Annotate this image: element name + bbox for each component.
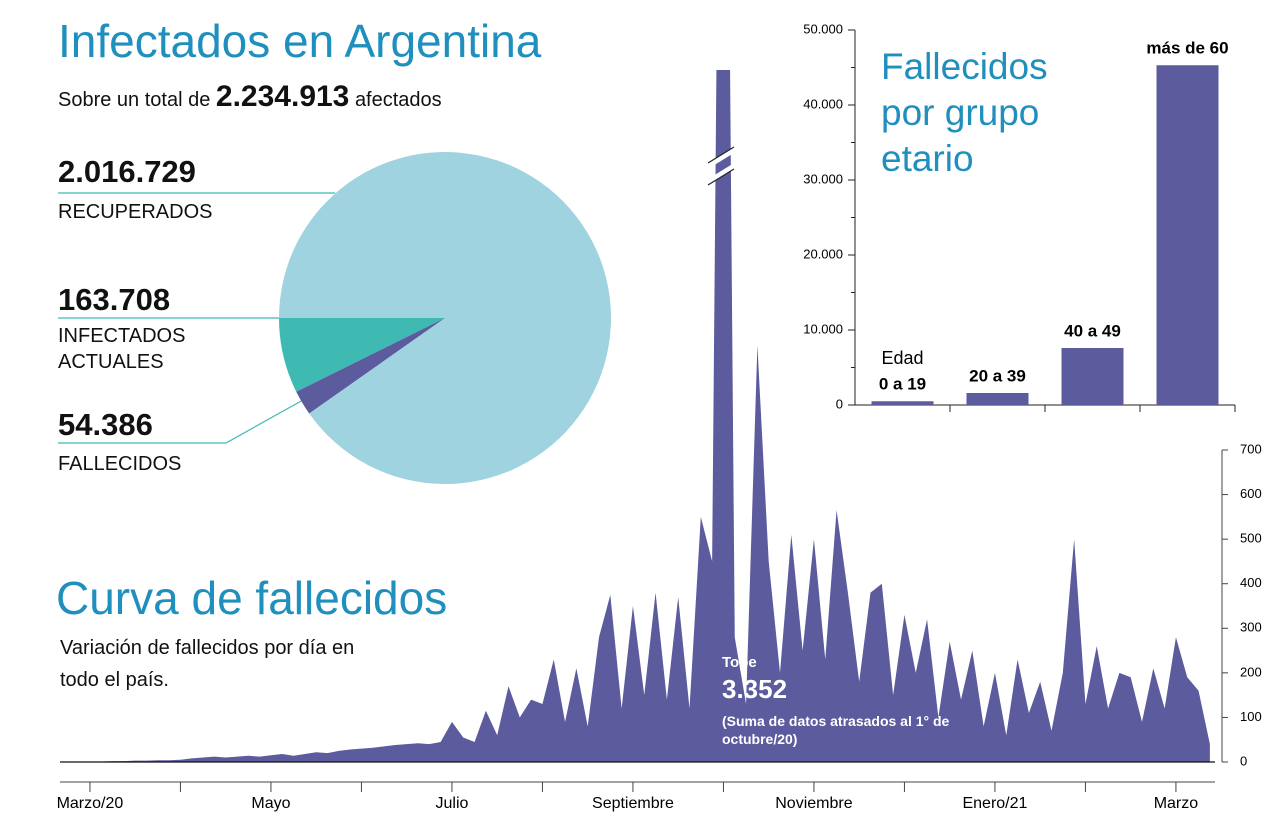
annotation-note: (Suma de datos atrasados al 1° de octubr… (722, 713, 950, 748)
y-tick-label: 10.000 (803, 321, 843, 336)
bar (966, 393, 1029, 405)
bar-category: más de 60 (1146, 39, 1228, 58)
pie-slice (279, 151, 611, 484)
annotation-title: Tope (722, 654, 757, 671)
x-tick-label: Julio (435, 795, 468, 812)
subtitle-text: afectados (354, 89, 442, 111)
y-tick-label: 40.000 (803, 96, 843, 111)
axis-break (707, 146, 735, 164)
bar-category: 0 a 19 (879, 375, 926, 394)
bar (1156, 65, 1219, 405)
bar-title: Fallecidos por grupo etario (881, 46, 1048, 179)
y-tick-label: 20.000 (803, 246, 843, 261)
area-title: Curva de fallecidos (56, 572, 448, 624)
bar-category: 20 a 39 (969, 366, 1026, 385)
pie-category: RECUPERADOS (58, 201, 213, 223)
axis-break (707, 168, 735, 186)
total-label: 2.234.913 (215, 80, 350, 113)
y-tick-label: 600 (1240, 486, 1262, 501)
x-tick-label: Septiembre (592, 795, 674, 812)
pie-value-label: 54.386 (58, 407, 153, 442)
pie-category: FALLECIDOS (58, 453, 182, 475)
pie-title: Infectados en Argentina (58, 15, 542, 67)
subtitle-text: Sobre un total de (58, 89, 211, 111)
pie-value-label: 163.708 (58, 282, 171, 317)
y-tick-label: 30.000 (803, 171, 843, 186)
pie-category: INFECTADOS ACTUALES (58, 325, 186, 373)
x-tick-label: Noviembre (775, 795, 852, 812)
y-tick-label: 400 (1240, 575, 1262, 590)
bar-annotation: Edad (881, 348, 923, 368)
bar (871, 401, 934, 405)
bar-category: 40 a 49 (1064, 321, 1121, 340)
x-tick-label: Marzo (1154, 795, 1199, 812)
pie-value-label: 2.016.729 (58, 154, 196, 189)
pie-subtitle: Sobre un total de 2.234.913 afectados (58, 80, 442, 114)
x-tick-label: Enero/21 (962, 795, 1027, 812)
y-tick-label: 50.000 (803, 21, 843, 36)
y-tick-label: 700 (1240, 441, 1262, 456)
pie-slice (296, 318, 445, 414)
area-subtitle: Variación de fallecidos por día en todo … (60, 637, 355, 691)
annotation-value: 3.352 (722, 674, 788, 704)
axis-break (706, 163, 736, 185)
x-tick-label: Mayo (251, 795, 290, 812)
area (56, 70, 1210, 762)
y-tick-label: 0 (1240, 753, 1247, 768)
y-tick-label: 0 (836, 396, 843, 411)
y-tick-label: 200 (1240, 664, 1262, 679)
y-tick-label: 500 (1240, 531, 1262, 546)
y-tick-label: 100 (1240, 709, 1262, 724)
x-tick-label: Marzo/20 (57, 795, 124, 812)
axis-break (706, 147, 736, 169)
bar (1061, 348, 1124, 405)
y-tick-label: 300 (1240, 620, 1262, 635)
leader-line (58, 399, 304, 444)
pie-slice (279, 318, 445, 392)
